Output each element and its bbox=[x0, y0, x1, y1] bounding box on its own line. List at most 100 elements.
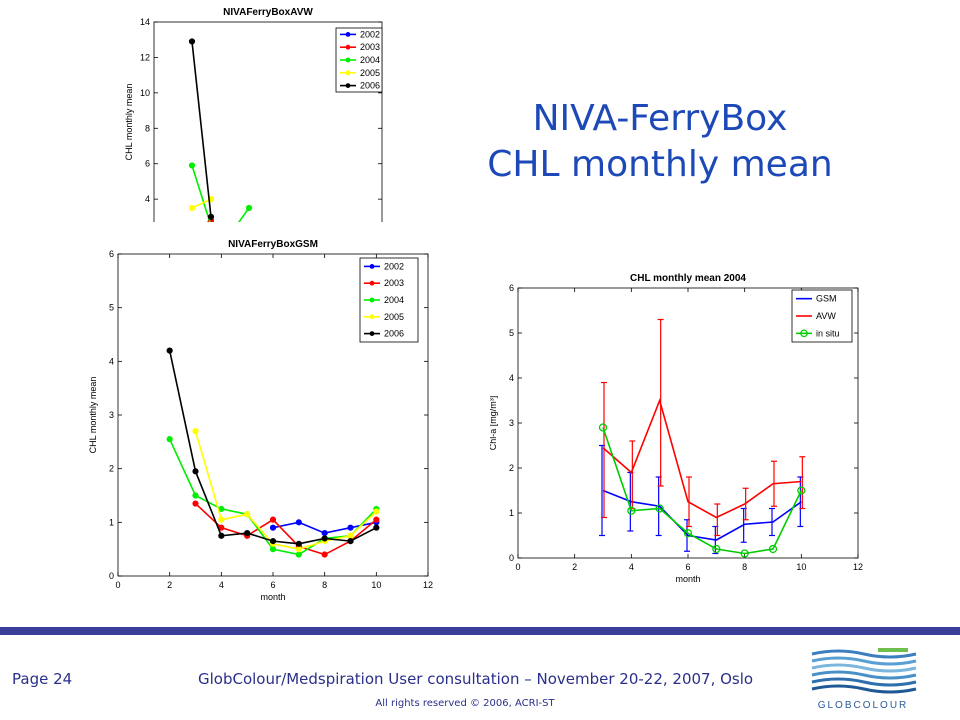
chart-gsm-series-2005-point bbox=[218, 516, 225, 523]
chart-gsm-series-2004-point bbox=[192, 492, 199, 499]
chart-gsm-series-2004-point bbox=[166, 436, 173, 443]
chart-gsm-xlabel: month bbox=[260, 592, 285, 602]
chart-gsm-xtick-label: 8 bbox=[322, 580, 327, 590]
chart-mean2004-series-in-situ-line bbox=[602, 427, 803, 555]
chart-avw-legend-marker bbox=[345, 57, 351, 63]
chart-mean2004-xtick-label: 0 bbox=[515, 562, 520, 572]
chart-gsm-ytick-label: 1 bbox=[109, 517, 114, 527]
chart-gsm-series-2006-point bbox=[166, 347, 173, 354]
chart-avw-series-2004-line bbox=[191, 165, 250, 222]
chart-mean2004-ytick-label: 0 bbox=[509, 553, 514, 563]
chart-mean2004-series-in-situ-point bbox=[655, 504, 664, 513]
chart-mean2004-xlabel: month bbox=[675, 574, 700, 584]
globcolour-logo: GLOBCOLOUR bbox=[810, 646, 917, 711]
chart-gsm-series-2006-point bbox=[244, 529, 251, 537]
chart-mean2004-xtick-label: 2 bbox=[572, 562, 577, 572]
chart-gsm-xtick-label: 6 bbox=[270, 580, 275, 590]
chart-mean2004-xtick-label: 12 bbox=[853, 562, 863, 572]
footer-page-number: Page 24 bbox=[12, 670, 73, 688]
chart-gsm-series-2002-point bbox=[295, 519, 302, 526]
chart-avw-ytick-label: 6 bbox=[145, 159, 150, 169]
chart-gsm-legend-label: 2002 bbox=[384, 261, 404, 271]
chart-mean2004-ytick-label: 3 bbox=[509, 418, 514, 428]
chart-gsm-title: NIVAFerryBoxGSM bbox=[228, 239, 318, 250]
chart-gsm-legend-marker bbox=[369, 280, 375, 286]
chart-mean2004-series-gsm-line bbox=[602, 489, 802, 541]
chart-avw-ytick-label: 10 bbox=[140, 88, 150, 98]
chart-mean2004-series-in-situ-point bbox=[797, 486, 806, 495]
chart-gsm-legend-label: 2003 bbox=[384, 278, 404, 288]
chart-avw-legend-label: 2003 bbox=[360, 42, 380, 52]
chart-gsm: NIVAFerryBoxGSM 0 1 2 3 4 5 6 0 2 4 6 8 10 12 month CHL … bbox=[86, 230, 448, 610]
chart-gsm-ytick-label: 3 bbox=[109, 410, 114, 420]
chart-gsm-legend-marker bbox=[369, 297, 375, 303]
chart-avw-ytick-label: 4 bbox=[145, 194, 150, 204]
chart-avw-legend-label: 2006 bbox=[360, 81, 380, 91]
chart-mean2004-ytick-label: 5 bbox=[509, 328, 514, 338]
chart-gsm-series-2006-point bbox=[192, 468, 199, 475]
chart-mean2004-xtick-label: 8 bbox=[742, 562, 747, 572]
chart-avw-series-2006-point bbox=[207, 213, 215, 220]
footer-bar bbox=[0, 627, 960, 635]
chart-gsm-series-2002-point bbox=[347, 524, 354, 531]
chart-gsm-series-2006-point bbox=[347, 538, 354, 545]
chart-mean2004-series-avw-line bbox=[602, 397, 802, 519]
chart-mean2004-legend-marker bbox=[800, 329, 808, 338]
chart-mean2004-ylabel: Chl-a [mg/m³] bbox=[490, 396, 498, 451]
chart-gsm-ytick-label: 4 bbox=[109, 356, 114, 366]
chart-avw-legend-label: 2005 bbox=[360, 68, 380, 78]
chart-mean2004-series-in-situ-point bbox=[598, 423, 608, 432]
chart-gsm-legend-label: 2005 bbox=[384, 312, 404, 322]
chart-mean2004-legend-label: AVW bbox=[816, 311, 836, 321]
chart-gsm-series-2006-point bbox=[295, 540, 302, 547]
chart-avw-legend-marker bbox=[345, 83, 351, 88]
chart-mean2004-xtick-label: 10 bbox=[796, 562, 806, 572]
chart-mean2004-ytick-label: 6 bbox=[509, 283, 514, 293]
chart-mean2004-series-in-situ-point bbox=[683, 529, 693, 538]
chart-gsm-ytick-label: 6 bbox=[109, 249, 114, 259]
chart-mean2004-series-in-situ-point bbox=[768, 544, 778, 554]
slide-title-line2: CHL monthly mean bbox=[487, 144, 833, 185]
chart-gsm-series-2005-line bbox=[194, 430, 377, 550]
chart-avw-ytick-label: 12 bbox=[140, 52, 150, 62]
chart-avw-series-2006-point bbox=[188, 38, 196, 45]
chart-mean2004-ytick-label: 4 bbox=[509, 373, 514, 383]
chart-gsm-series-2003-point bbox=[373, 516, 380, 523]
chart-mean2004-xtick-label: 6 bbox=[685, 562, 690, 572]
chart-mean2004-ytick-label: 1 bbox=[509, 508, 514, 518]
chart-gsm-series-2003-point bbox=[321, 551, 328, 558]
chart-avw-title: NIVAFerryBoxAVW bbox=[223, 7, 313, 18]
chart-gsm-series-2006-point bbox=[321, 535, 328, 542]
chart-gsm-series-2002-point bbox=[321, 529, 328, 537]
chart-avw-series-2004-point bbox=[188, 162, 196, 169]
chart-avw-ylabel: CHL monthly mean bbox=[124, 84, 134, 161]
chart-mean2004-ytick-label: 2 bbox=[509, 463, 514, 473]
chart-gsm-legend-marker bbox=[369, 331, 375, 336]
chart-gsm-series-2005-point bbox=[244, 511, 251, 518]
chart-avw-series-2005-line bbox=[191, 198, 212, 209]
chart-mean-2004: CHL monthly mean 2004 0 1 2 3 4 5 6 0 2 4 6 8 10 12 mon… bbox=[490, 264, 876, 590]
chart-gsm-series-2006-point bbox=[373, 524, 380, 531]
chart-gsm-series-2005-point bbox=[373, 508, 380, 515]
chart-gsm-xtick-label: 0 bbox=[115, 580, 120, 590]
slide-title: NIVA-FerryBox CHL monthly mean bbox=[470, 96, 850, 188]
chart-avw-series-2004-point bbox=[245, 204, 253, 212]
chart-gsm-legend-marker bbox=[369, 314, 375, 320]
chart-gsm-legend-label: 2004 bbox=[384, 295, 404, 305]
chart-gsm-legend-marker bbox=[369, 264, 375, 269]
chart-avw: NIVAFerryBoxAVW 4 6 8 10 12 14 CHL monthly mean… bbox=[118, 0, 392, 222]
chart-gsm-series-2005-point bbox=[347, 532, 354, 539]
chart-gsm-series-2003-point bbox=[269, 516, 277, 523]
chart-avw-legend-label: 2004 bbox=[360, 55, 380, 65]
chart-gsm-series-2006-point bbox=[269, 538, 277, 545]
chart-avw-ytick-label: 14 bbox=[140, 17, 150, 27]
chart-gsm-xtick-label: 12 bbox=[423, 580, 433, 590]
logo-wordmark: GLOBCOLOUR bbox=[818, 700, 909, 711]
chart-gsm-ytick-label: 0 bbox=[109, 571, 114, 581]
chart-avw-ytick-label: 8 bbox=[145, 123, 150, 133]
chart-gsm-series-2005-point bbox=[295, 546, 302, 553]
chart-mean2004-series-in-situ-point bbox=[627, 506, 636, 515]
chart-mean2004-xtick-label: 4 bbox=[629, 562, 634, 572]
